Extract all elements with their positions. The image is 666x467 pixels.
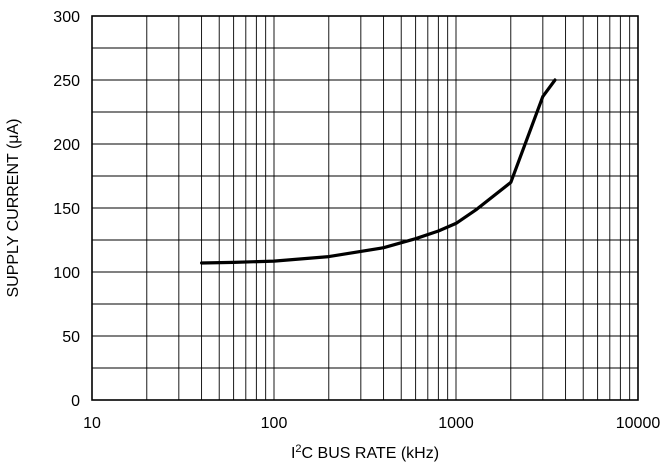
y-tick-label: 250 — [53, 73, 80, 90]
x-axis-title-superscript: 2 — [295, 443, 301, 455]
x-tick-label: 10 — [83, 415, 101, 432]
y-tick-labels: 0 50 100 150 200 250 300 — [53, 9, 80, 410]
y-tick-label: 200 — [53, 137, 80, 154]
y-axis-title-suffix: A) — [5, 118, 22, 134]
y-tick-label: 100 — [53, 265, 80, 282]
y-tick-label: 150 — [53, 201, 80, 218]
x-tick-label: 100 — [261, 415, 288, 432]
y-axis-title-greek: μ — [5, 134, 22, 143]
y-axis-title-prefix: SUPPLY CURRENT ( — [5, 143, 22, 297]
grid — [92, 16, 638, 400]
x-axis-title: I2C BUS RATE (kHz) — [291, 443, 439, 462]
plot-frame — [91, 15, 639, 401]
y-tick-label: 50 — [62, 329, 80, 346]
x-axis-title-suffix: C BUS RATE (kHz) — [302, 445, 439, 462]
y-tick-label: 300 — [53, 9, 80, 26]
y-tick-label: 0 — [71, 393, 80, 410]
series-layer — [200, 78, 557, 265]
y-axis-title: SUPPLY CURRENT (μA) — [5, 118, 22, 297]
x-tick-label: 10000 — [616, 415, 661, 432]
x-tick-labels: 10 100 1000 10000 — [83, 415, 660, 432]
x-tick-label: 1000 — [438, 415, 474, 432]
supply-current-line — [200, 78, 557, 265]
x-axis-title-prefix: I — [291, 445, 295, 462]
